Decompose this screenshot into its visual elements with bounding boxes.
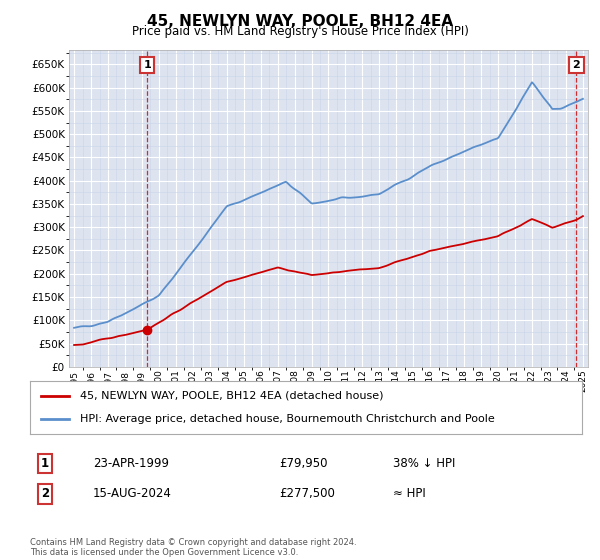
- Text: 38% ↓ HPI: 38% ↓ HPI: [393, 457, 455, 470]
- Text: Contains HM Land Registry data © Crown copyright and database right 2024.
This d: Contains HM Land Registry data © Crown c…: [30, 538, 356, 557]
- Text: 15-AUG-2024: 15-AUG-2024: [93, 487, 172, 501]
- Text: £277,500: £277,500: [279, 487, 335, 501]
- Text: ≈ HPI: ≈ HPI: [393, 487, 426, 501]
- Text: HPI: Average price, detached house, Bournemouth Christchurch and Poole: HPI: Average price, detached house, Bour…: [80, 414, 494, 424]
- Text: 23-APR-1999: 23-APR-1999: [93, 457, 169, 470]
- Text: 45, NEWLYN WAY, POOLE, BH12 4EA (detached house): 45, NEWLYN WAY, POOLE, BH12 4EA (detache…: [80, 391, 383, 401]
- Text: 2: 2: [41, 487, 49, 501]
- Text: 45, NEWLYN WAY, POOLE, BH12 4EA: 45, NEWLYN WAY, POOLE, BH12 4EA: [147, 14, 453, 29]
- Text: Price paid vs. HM Land Registry's House Price Index (HPI): Price paid vs. HM Land Registry's House …: [131, 25, 469, 38]
- Text: 2: 2: [572, 60, 580, 70]
- Text: 1: 1: [41, 457, 49, 470]
- Text: 1: 1: [143, 60, 151, 70]
- Text: £79,950: £79,950: [279, 457, 328, 470]
